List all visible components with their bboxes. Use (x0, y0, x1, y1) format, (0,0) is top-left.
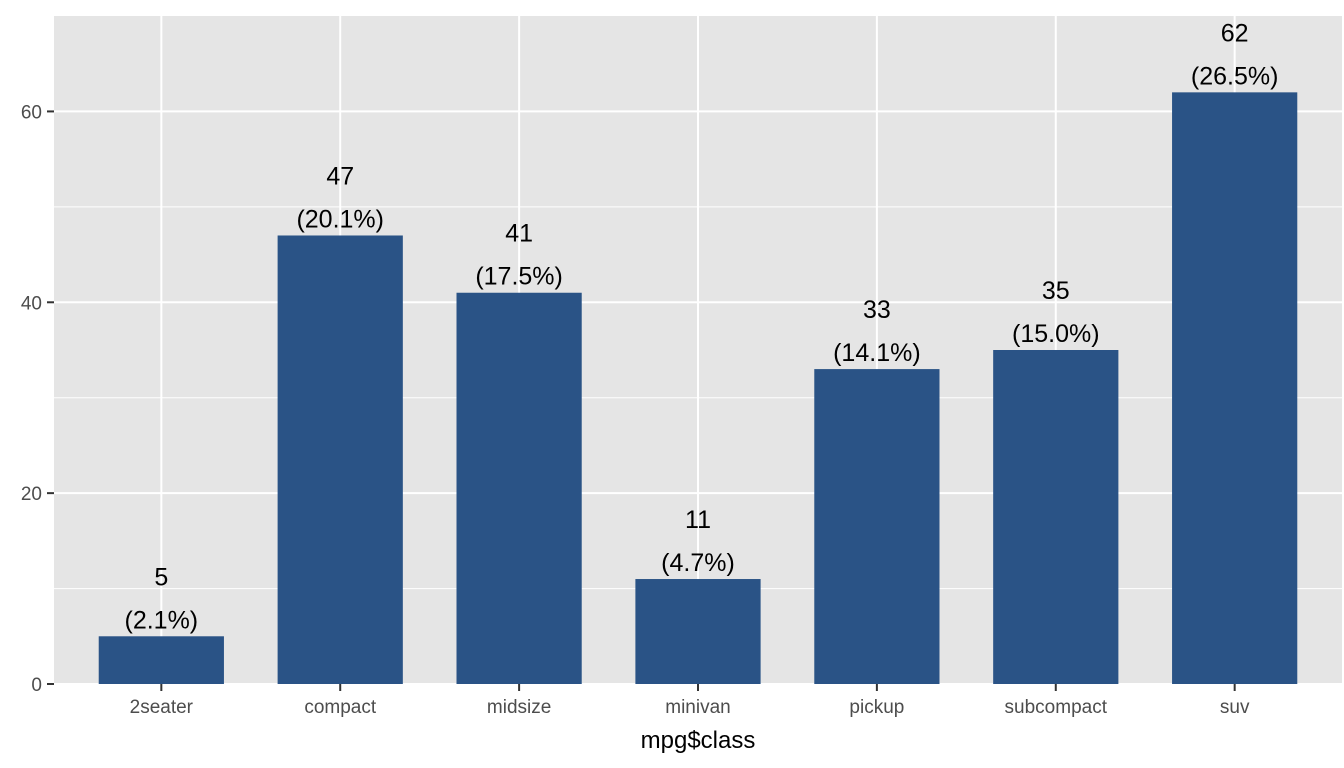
bar-labels: (2.1%) 5 (20.1%) 47 (17.5%) 41 (4.7%) 11 (14.1%)… (125, 19, 1279, 634)
bar-percent-label: (14.1%) (833, 339, 921, 367)
x-tick-label: midsize (487, 697, 551, 718)
bar-percent-label: (20.1%) (296, 205, 384, 233)
x-tick-label: minivan (665, 697, 730, 718)
bar-value-label: 35 (1042, 277, 1070, 305)
bars (98, 92, 1298, 685)
bar-2seater (98, 636, 224, 684)
axes: 0 20 40 60 2seater compact midsize minivan picku… (21, 102, 1250, 718)
bar-value-label: 47 (326, 162, 354, 190)
y-tick-label: 0 (31, 675, 42, 696)
bar-value-label: 5 (154, 563, 168, 591)
bar-percent-label: (26.5%) (1191, 62, 1279, 90)
x-tick-label: 2seater (130, 697, 194, 718)
bar-value-label: 33 (863, 296, 891, 324)
bar-percent-label: (17.5%) (475, 263, 563, 291)
bar-value-label: 41 (505, 220, 533, 248)
bar-value-label: 62 (1221, 19, 1249, 47)
bar-minivan (635, 579, 761, 684)
x-tick-label: subcompact (1005, 697, 1108, 718)
x-tick-label: suv (1220, 697, 1250, 718)
y-tick-label: 20 (21, 484, 42, 505)
bar-compact (277, 235, 403, 684)
bar-subcompact (993, 350, 1119, 684)
bar-percent-label: (4.7%) (661, 549, 735, 577)
y-tick-label: 60 (21, 102, 42, 123)
bar-suv (1172, 92, 1298, 685)
x-axis-title: mpg$class (641, 727, 756, 754)
x-tick-label: pickup (849, 697, 904, 718)
bar-percent-label: (2.1%) (125, 606, 199, 634)
bar-percent-label: (15.0%) (1012, 320, 1100, 348)
y-tick-label: 40 (21, 293, 42, 314)
bar-midsize (456, 292, 582, 684)
x-tick-label: compact (304, 697, 377, 718)
bar-pickup (814, 369, 940, 684)
bar-value-label: 11 (685, 506, 711, 534)
